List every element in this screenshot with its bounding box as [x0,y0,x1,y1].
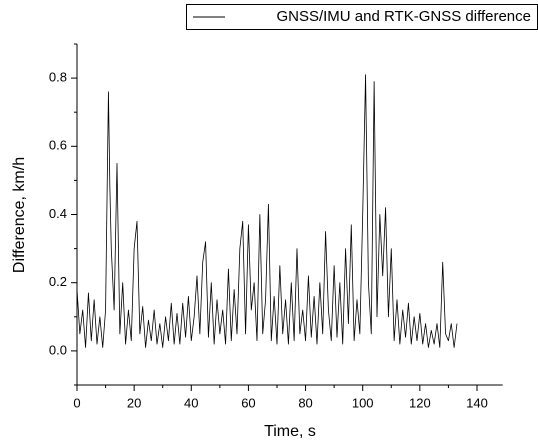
y-axis-title: Difference, km/h [11,157,28,273]
x-tick-label: 60 [241,395,255,410]
y-tick-label: 0.2 [49,274,67,289]
x-tick-label: 40 [184,395,198,410]
y-tick-label: 0.4 [49,206,67,221]
x-tick-label: 120 [409,395,431,410]
x-tick-label: 140 [466,395,488,410]
x-axis-title: Time, s [264,423,316,440]
x-tick-label: 80 [298,395,312,410]
y-tick-label: 0.0 [49,342,67,357]
y-tick-label: 0.8 [49,70,67,85]
y-tick-label: 0.6 [49,138,67,153]
data-line [76,74,458,348]
x-tick-label: 100 [352,395,374,410]
x-tick-label: 0 [73,395,80,410]
legend-label: GNSS/IMU and RTK-GNSS difference [276,8,531,25]
x-tick-label: 20 [127,395,141,410]
legend-box [186,4,538,30]
